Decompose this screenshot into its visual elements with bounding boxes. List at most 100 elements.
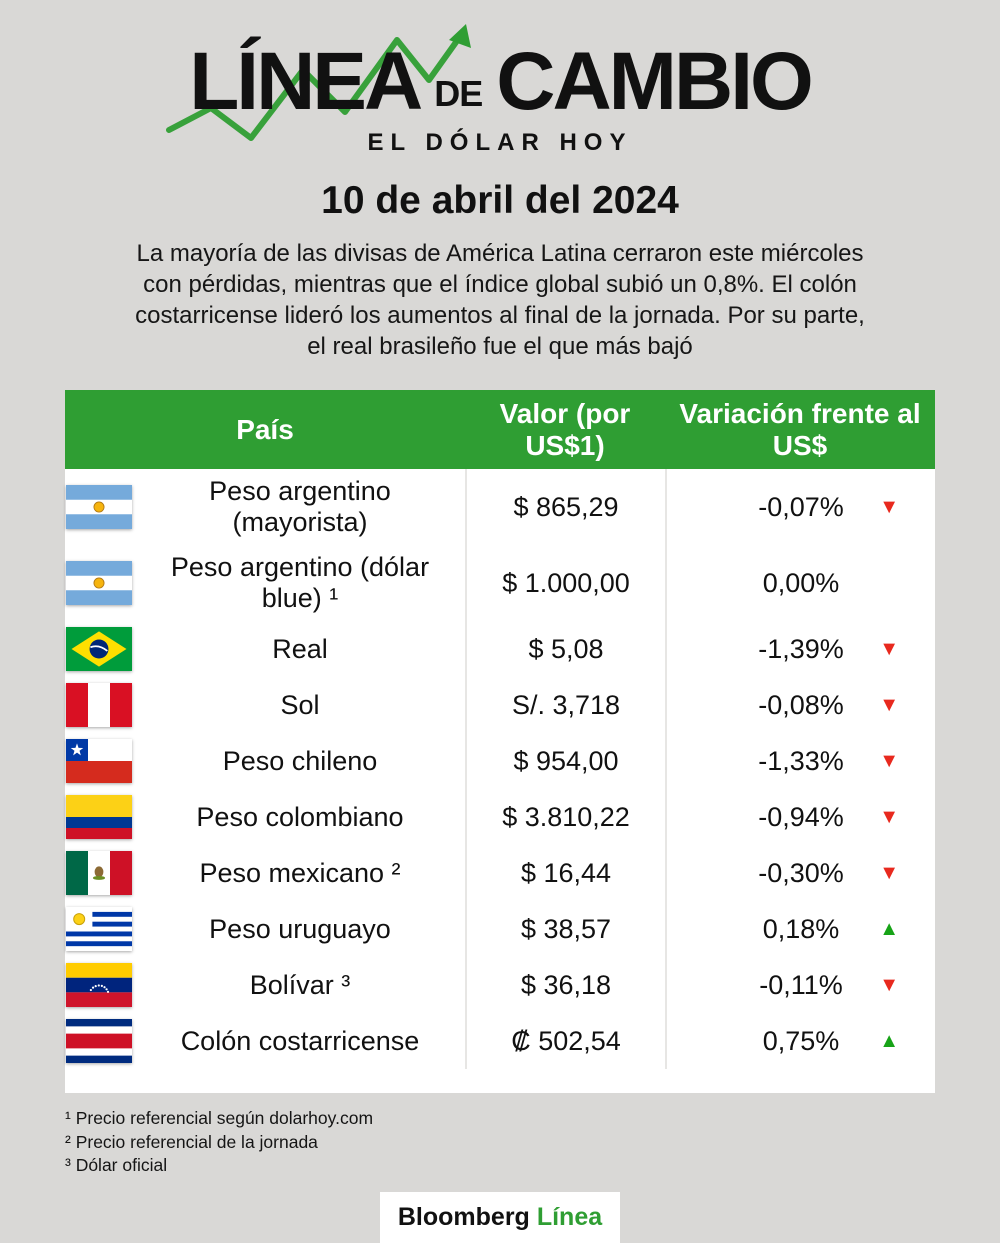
flag-brazil-icon: [66, 627, 132, 672]
logo-linea: LÍNEA: [189, 36, 423, 127]
table-row: Peso uruguayo $ 38,57 0,18% ▲: [65, 901, 935, 958]
currency-name: Bolívar ³: [249, 969, 351, 1000]
logo-de: DE: [434, 73, 483, 115]
currency-value: $ 1.000,00: [465, 545, 665, 622]
table-header: País Valor (por US$1) Variación frente a…: [65, 390, 935, 470]
column-header-valor: Valor (por US$1): [499, 398, 631, 461]
flag-cell: [65, 957, 135, 1013]
currency-name: Peso argentino (dólar blue) ¹: [170, 552, 430, 614]
summary-text: La mayoría de las divisas de América Lat…: [135, 240, 865, 360]
currency-value: $ 5,08: [465, 621, 665, 678]
flag-cell: [65, 545, 135, 621]
table-row: Sol S/. 3,718 -0,08% ▼: [65, 677, 935, 734]
currency-value: S/. 3,718: [465, 677, 665, 734]
flag-cell: [65, 469, 135, 545]
flag-cell: [65, 1013, 135, 1069]
currency-value: $ 865,29: [465, 469, 665, 546]
down-arrow-icon: ▼: [879, 862, 899, 885]
down-arrow-icon: ▼: [879, 974, 899, 997]
currency-value: $ 36,18: [465, 957, 665, 1014]
column-header-pais: País: [236, 413, 294, 445]
flag-chile-icon: [66, 739, 132, 784]
currency-value: $ 38,57: [465, 901, 665, 958]
logo: LÍNEA DE CAMBIO: [189, 36, 814, 127]
footnote-2: ² Precio referencial de la jornada: [65, 1131, 318, 1152]
change-cell: -0,08% ▼: [665, 677, 935, 734]
currency-name: Real: [272, 633, 328, 664]
brand-linea: Línea: [536, 1203, 603, 1232]
currency-name: Peso colombiano: [196, 801, 404, 832]
table-row: Colón costarricense ₡ 502,54 0,75% ▲: [65, 1013, 935, 1070]
change-value: 0,00%: [762, 567, 840, 598]
down-arrow-icon: ▼: [879, 750, 899, 773]
down-arrow-icon: ▼: [879, 496, 899, 519]
change-cell: -1,33% ▼: [665, 733, 935, 790]
footer: Bloomberg Línea: [0, 1192, 1000, 1243]
table-row: Peso argentino (dólar blue) ¹ $ 1.000,00…: [65, 545, 935, 622]
currency-name: Peso chileno: [222, 745, 378, 776]
change-value: -0,11%: [759, 969, 843, 1000]
flag-cell: [65, 621, 135, 677]
table-row: Peso colombiano $ 3.810,22 -0,94% ▼: [65, 789, 935, 846]
bloomberg-linea-logo: Bloomberg Línea: [379, 1192, 621, 1243]
table-body: Peso argentino (mayorista) $ 865,29 -0,0…: [65, 469, 935, 1094]
header: LÍNEA DE CAMBIO EL DÓLAR HOY 10 de abril…: [0, 0, 1000, 362]
change-cell: 0,18% ▲: [665, 901, 935, 958]
currency-value: ₡ 502,54: [465, 1013, 665, 1070]
currency-name: Peso argentino (mayorista): [209, 476, 391, 538]
table-row: Peso argentino (mayorista) $ 865,29 -0,0…: [65, 469, 935, 546]
table-row: Peso mexicano ² $ 16,44 -0,30% ▼: [65, 845, 935, 902]
up-arrow-icon: ▲: [879, 918, 899, 941]
footnote-3: ³ Dólar oficial: [65, 1155, 168, 1176]
change-value: -0,30%: [758, 857, 844, 888]
change-value: 0,75%: [762, 1025, 840, 1056]
flag-argentina-icon: [66, 561, 132, 606]
change-value: 0,18%: [762, 913, 840, 944]
down-arrow-icon: ▼: [879, 694, 899, 717]
currency-name: Sol: [280, 689, 320, 720]
change-value: -0,08%: [758, 689, 844, 720]
currency-name: Peso mexicano ²: [199, 857, 401, 888]
flag-cell: [65, 677, 135, 733]
down-arrow-icon: ▼: [879, 806, 899, 829]
flag-cell: [65, 789, 135, 845]
flag-venezuela-icon: [66, 963, 132, 1008]
change-cell: -0,07% ▼: [665, 469, 935, 546]
table-row: Bolívar ³ $ 36,18 -0,11% ▼: [65, 957, 935, 1014]
change-value: -0,94%: [758, 801, 844, 832]
change-value: -1,39%: [758, 633, 844, 664]
flag-peru-icon: [66, 683, 132, 728]
currency-name: Colón costarricense: [180, 1025, 420, 1056]
flag-cell: [65, 845, 135, 901]
change-cell: -1,39% ▼: [665, 621, 935, 678]
change-value: -0,07%: [758, 491, 844, 522]
up-arrow-icon: ▲: [879, 1030, 899, 1053]
down-arrow-icon: ▼: [879, 638, 899, 661]
brand-bloomberg: Bloomberg: [397, 1203, 530, 1232]
column-header-variacion: Variación frente al US$: [679, 398, 921, 461]
flag-cell: [65, 733, 135, 789]
flag-costa-rica-icon: [66, 1019, 132, 1064]
logo-cambio: CAMBIO: [496, 36, 814, 127]
footnote-1: ¹ Precio referencial según dolarhoy.com: [65, 1108, 374, 1129]
change-cell: -0,11% ▼: [665, 957, 935, 1014]
currency-value: $ 16,44: [465, 845, 665, 902]
change-cell: 0,00%: [665, 545, 935, 622]
logo-subtitle: EL DÓLAR HOY: [367, 129, 633, 157]
flag-mexico-icon: [66, 851, 132, 896]
flag-argentina-icon: [66, 485, 132, 530]
stock-trend-line-icon: [166, 24, 471, 141]
change-cell: -0,30% ▼: [665, 845, 935, 902]
currency-value: $ 3.810,22: [465, 789, 665, 846]
exchange-rate-table: País Valor (por US$1) Variación frente a…: [65, 390, 935, 1094]
change-value: -1,33%: [758, 745, 844, 776]
change-cell: 0,75% ▲: [665, 1013, 935, 1070]
table-row: Real $ 5,08 -1,39% ▼: [65, 621, 935, 678]
currency-name: Peso uruguayo: [209, 913, 391, 944]
page-date: 10 de abril del 2024: [321, 179, 679, 223]
flag-uruguay-icon: [66, 907, 132, 952]
change-cell: -0,94% ▼: [665, 789, 935, 846]
flag-cell: [65, 901, 135, 957]
flag-colombia-icon: [66, 795, 132, 840]
